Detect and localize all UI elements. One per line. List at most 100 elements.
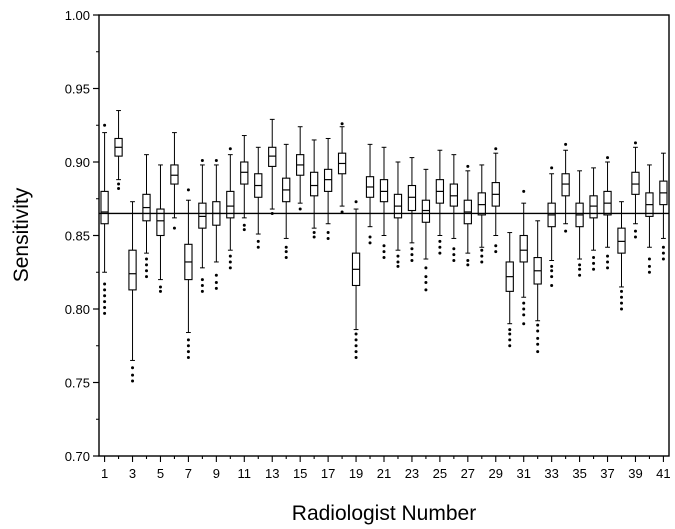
outlier-point — [661, 245, 665, 249]
outlier-point — [396, 264, 400, 268]
outlier-point — [200, 278, 204, 282]
box-38 — [617, 201, 626, 311]
y-tick-label: 0.90 — [65, 155, 90, 170]
outlier-point — [145, 257, 148, 261]
outlier-point — [550, 166, 554, 170]
outlier-point — [661, 251, 665, 255]
outlier-point — [186, 344, 190, 348]
box-11 — [240, 135, 249, 232]
outlier-point — [424, 288, 428, 292]
outlier-point — [256, 239, 260, 243]
outlier-point — [410, 253, 414, 257]
outlier-point — [284, 256, 288, 260]
box-2 — [114, 110, 123, 190]
x-tick-label: 13 — [265, 466, 279, 481]
box-body — [407, 184, 417, 212]
outlier-point — [494, 147, 498, 151]
box-body — [477, 192, 486, 216]
y-tick-label: 0.85 — [65, 229, 90, 244]
outlier-point — [578, 267, 582, 271]
box-body — [128, 249, 137, 291]
box-23 — [407, 157, 417, 262]
box-body — [631, 171, 640, 195]
box-body — [617, 227, 626, 254]
outlier-point — [242, 223, 246, 227]
outlier-point — [186, 356, 190, 360]
box-body — [589, 195, 598, 219]
x-tick-label: 41 — [656, 466, 670, 481]
outlier-point — [228, 147, 232, 151]
box-32 — [533, 220, 542, 354]
box-14 — [282, 143, 291, 260]
outlier-point — [326, 236, 330, 240]
outlier-point — [158, 285, 162, 289]
box-4 — [142, 154, 151, 279]
outlier-point — [117, 182, 121, 186]
outlier-point — [661, 257, 665, 261]
outlier-point — [522, 322, 526, 326]
outlier-point — [200, 283, 204, 287]
outlier-point — [438, 245, 442, 249]
x-tick-label: 1 — [101, 466, 108, 481]
outlier-point — [578, 263, 582, 267]
box-body — [421, 199, 431, 223]
x-tick-label: 27 — [461, 466, 475, 481]
outlier-point — [228, 266, 232, 270]
box-16 — [309, 139, 319, 239]
x-tick-label: 23 — [405, 466, 419, 481]
box-26 — [449, 154, 459, 262]
box-12 — [254, 146, 263, 249]
box-34 — [561, 142, 570, 233]
x-axis-label: Radiologist Number — [292, 502, 476, 525]
outlier-point — [228, 260, 232, 264]
box-body — [170, 164, 179, 185]
box-19 — [351, 200, 361, 360]
outlier-point — [522, 307, 526, 311]
box-body — [226, 190, 235, 219]
box-28 — [477, 164, 486, 264]
outlier-point — [312, 235, 316, 239]
box-body — [100, 190, 109, 225]
outlier-point — [424, 281, 428, 285]
box-17 — [323, 137, 333, 240]
outlier-point — [228, 254, 232, 258]
outlier-point — [396, 260, 400, 264]
outlier-point — [508, 332, 512, 336]
x-tick-label: 19 — [349, 466, 363, 481]
box-8 — [198, 159, 207, 293]
outlier-point — [452, 253, 456, 257]
outlier-point — [480, 254, 484, 258]
box-3 — [128, 201, 137, 383]
outlier-point — [368, 235, 372, 239]
outlier-point — [103, 288, 107, 292]
box-39 — [631, 141, 640, 239]
box-20 — [365, 143, 375, 245]
x-tick-label: 29 — [489, 466, 503, 481]
outlier-point — [592, 256, 596, 260]
outlier-point — [103, 282, 107, 286]
y-tick-label: 0.95 — [65, 82, 90, 97]
x-tick-label: 5 — [157, 466, 164, 481]
outlier-point — [396, 254, 400, 258]
box-body — [323, 168, 333, 192]
outlier-point — [186, 350, 190, 354]
outlier-point — [424, 266, 428, 270]
box-body — [198, 202, 207, 229]
outlier-point — [550, 269, 554, 273]
x-tick-label: 39 — [628, 466, 642, 481]
outlier-point — [382, 256, 386, 260]
box-body — [268, 146, 277, 167]
box-29 — [491, 147, 500, 254]
outlier-point — [633, 141, 637, 145]
outlier-point — [480, 260, 484, 264]
outlier-point — [410, 247, 414, 251]
outlier-point — [452, 247, 456, 251]
outlier-point — [340, 210, 344, 214]
outlier-point — [536, 323, 540, 327]
outlier-point — [564, 142, 568, 146]
outlier-point — [592, 261, 596, 265]
outlier-point — [145, 269, 148, 273]
x-tick-label: 25 — [433, 466, 447, 481]
outlier-point — [592, 267, 596, 271]
outlier-point — [354, 332, 358, 336]
